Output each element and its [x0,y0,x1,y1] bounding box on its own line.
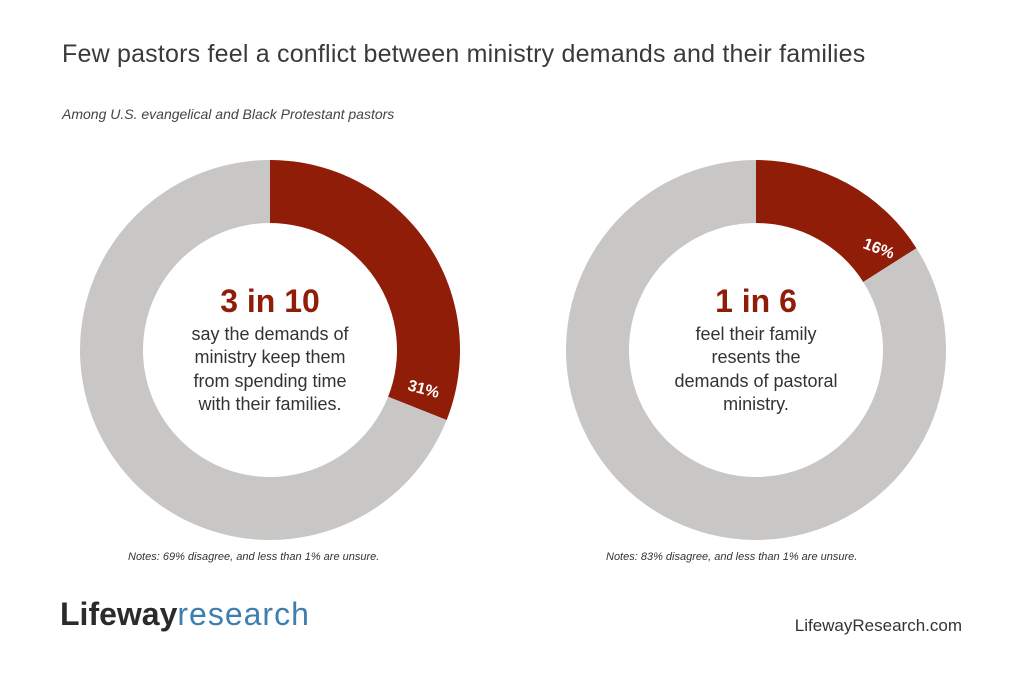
chart-note: Notes: 83% disagree, and less than 1% ar… [606,551,858,563]
website-link[interactable]: LifewayResearch.com [794,616,962,635]
donut-chart-family-resents: 16% 1 in 6 feel their family resents the… [566,160,946,540]
donut-chart-family-time: 31% 3 in 10 say the demands of ministry … [80,160,461,540]
chart-note: Notes: 69% disagree, and less than 1% ar… [128,551,380,563]
donut-center: 1 in 6 feel their family resents the dem… [656,250,856,450]
donut-svg: 16% [566,160,946,540]
chart-subtitle: Among U.S. evangelical and Black Protest… [62,106,395,122]
lifeway-research-logo: Lifewayresearch [60,596,310,633]
donut-center: 3 in 10 say the demands of ministry keep… [170,250,370,450]
stat-description: feel their family resents the demands of… [674,323,838,414]
logo-research: research [177,596,310,632]
slice-agree [270,160,461,420]
slice-other [566,160,946,540]
donut-svg: 31% [80,160,461,540]
slice-other [80,160,447,540]
logo-wordmark: Lifeway [60,596,178,632]
chart-title: Few pastors feel a conflict between mini… [62,40,866,68]
slice-agree [756,160,917,282]
headline-stat: 3 in 10 [220,282,320,319]
headline-stat: 1 in 6 [715,282,797,319]
stat-description: say the demands of ministry keep them fr… [191,323,349,414]
